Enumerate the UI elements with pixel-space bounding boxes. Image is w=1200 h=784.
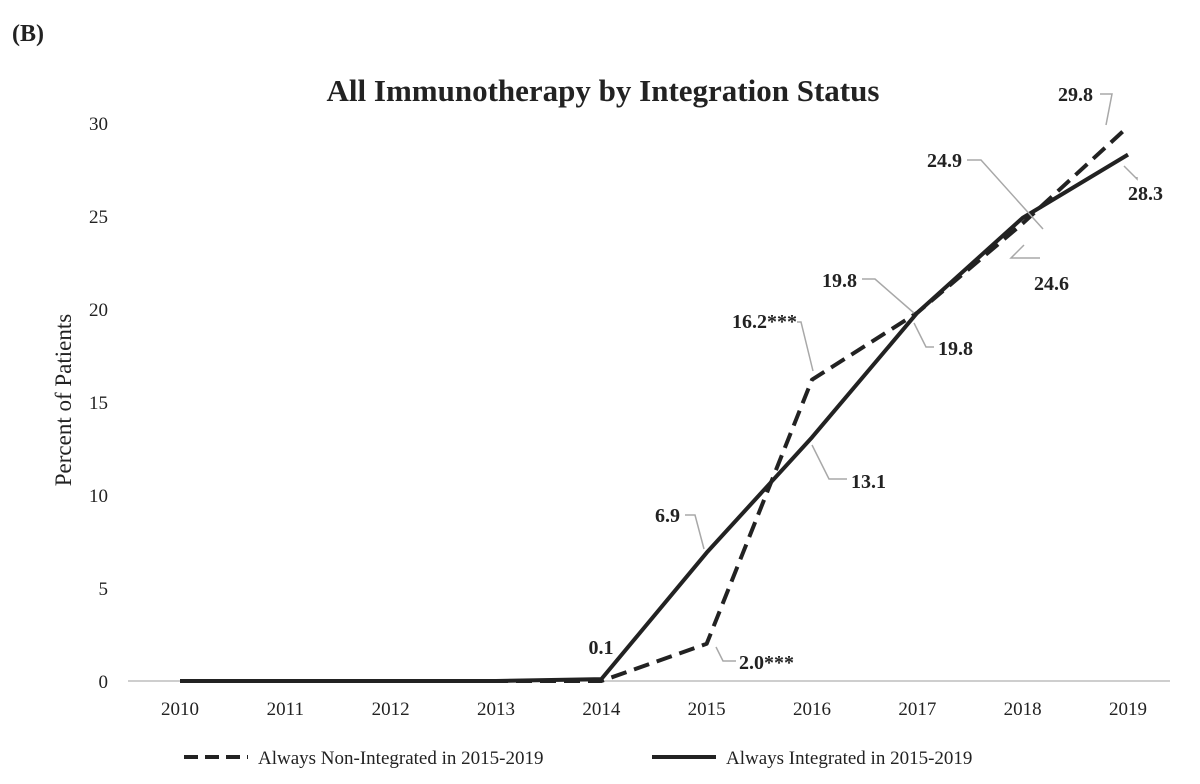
series-line-0 <box>180 125 1130 683</box>
chart-title: All Immunotherapy by Integration Status <box>327 73 880 108</box>
data-labels: 2.0*** 16.2*** 19.8 24.6 29.8 0.1 6.9 13.1 19.8 2… <box>589 84 1164 674</box>
y-tick-label: 10 <box>89 486 108 507</box>
x-tick-label: 2016 <box>793 699 831 720</box>
leader-line <box>797 321 814 372</box>
data-label: 28.3 <box>1128 183 1163 205</box>
x-tick-label: 2015 <box>688 699 726 720</box>
x-tick-label: 2010 <box>161 699 199 720</box>
y-tick-labels: 0 5 10 15 20 25 30 <box>89 114 108 693</box>
x-tick-label: 2011 <box>267 699 304 720</box>
x-tick-label: 2012 <box>372 699 410 720</box>
data-label: 2.0*** <box>739 652 794 674</box>
y-axis-label: Percent of Patients <box>51 314 76 487</box>
leader-line <box>967 159 1044 230</box>
y-tick-label: 20 <box>89 300 108 321</box>
leader-line <box>1123 165 1138 181</box>
data-label-leaders <box>685 93 1138 662</box>
leader-line <box>715 646 736 662</box>
x-tick-label: 2017 <box>898 699 936 720</box>
data-label: 13.1 <box>851 471 886 493</box>
series-lines <box>180 125 1130 683</box>
data-label: 16.2*** <box>732 311 797 333</box>
data-label: 24.9 <box>927 150 962 172</box>
y-tick-label: 0 <box>99 672 109 693</box>
leader-line <box>685 514 705 550</box>
leader-line <box>1100 93 1113 126</box>
data-label: 24.6 <box>1034 273 1069 295</box>
x-tick-label: 2014 <box>582 699 621 720</box>
x-tick-labels: 2010 2011 2012 2013 2014 2015 2016 2017 2018 2019 <box>161 699 1147 720</box>
leader-line <box>913 322 934 348</box>
y-tick-label: 30 <box>89 114 108 135</box>
legend: Always Non-Integrated in 2015-2019 Always… <box>184 748 972 769</box>
x-tick-label: 2019 <box>1109 699 1147 720</box>
data-label: 6.9 <box>655 505 680 527</box>
y-tick-label: 5 <box>99 579 109 600</box>
leader-line <box>1009 244 1040 259</box>
data-label: 19.8 <box>822 270 857 292</box>
x-tick-label: 2013 <box>477 699 515 720</box>
legend-label-1: Always Integrated in 2015-2019 <box>726 748 972 769</box>
data-label: 29.8 <box>1058 84 1093 106</box>
leader-line <box>811 444 847 480</box>
series-line-1 <box>180 152 1130 683</box>
y-tick-label: 15 <box>89 393 108 414</box>
legend-label-0: Always Non-Integrated in 2015-2019 <box>258 748 543 769</box>
y-tick-label: 25 <box>89 207 108 228</box>
data-label: 19.8 <box>938 338 973 360</box>
x-tick-label: 2018 <box>1004 699 1042 720</box>
leader-line <box>862 278 915 314</box>
data-label: 0.1 <box>589 637 614 659</box>
panel-label: (B) <box>12 21 44 47</box>
